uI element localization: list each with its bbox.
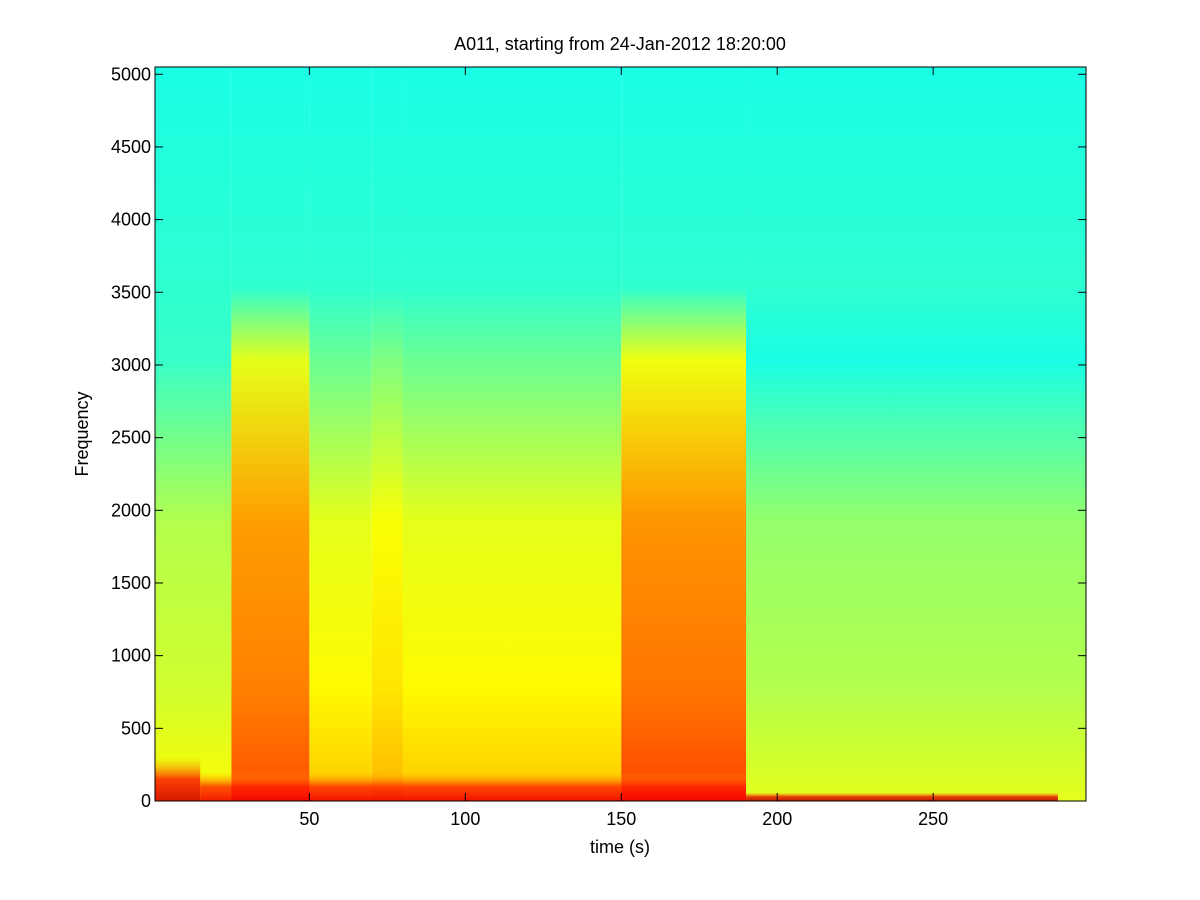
x-axis-ticks: 50 100 150 200 250 bbox=[299, 67, 948, 829]
plot-area bbox=[155, 67, 1086, 801]
y-axis-ticks: 0 500 1000 1500 2000 2500 3000 3500 4000 4500 5000 bbox=[111, 64, 1086, 811]
spectrogram-band bbox=[309, 67, 372, 801]
y-tick-label: 3500 bbox=[111, 282, 151, 302]
y-tick-label: 4500 bbox=[111, 137, 151, 157]
x-tick-label: 100 bbox=[450, 809, 480, 829]
spectrogram-band bbox=[155, 67, 232, 801]
spectrogram-band bbox=[621, 67, 747, 801]
y-tick-label: 2000 bbox=[111, 500, 151, 520]
spectrogram-band bbox=[402, 67, 622, 801]
low-frequency-energy-region bbox=[200, 771, 747, 801]
y-tick-label: 1000 bbox=[111, 646, 151, 666]
x-tick-label: 150 bbox=[606, 809, 636, 829]
spectrogram-band bbox=[746, 67, 1086, 801]
y-tick-label: 4000 bbox=[111, 210, 151, 230]
y-tick-label: 5000 bbox=[111, 64, 151, 84]
low-frequency-energy-region bbox=[155, 757, 201, 801]
x-tick-label: 250 bbox=[918, 809, 948, 829]
x-tick-label: 200 bbox=[762, 809, 792, 829]
axes-box bbox=[154, 66, 1087, 802]
low-frequency-energy-region bbox=[746, 792, 1058, 801]
y-tick-label: 1500 bbox=[111, 573, 151, 593]
chart-title: A011, starting from 24-Jan-2012 18:20:00 bbox=[454, 34, 786, 54]
y-tick-label: 2500 bbox=[111, 428, 151, 448]
x-tick-label: 50 bbox=[299, 809, 319, 829]
y-tick-label: 500 bbox=[121, 718, 151, 738]
spectrogram-band bbox=[371, 67, 403, 801]
x-axis-label: time (s) bbox=[590, 837, 650, 857]
y-axis-label: Frequency bbox=[72, 391, 92, 476]
y-tick-label: 0 bbox=[141, 791, 151, 811]
spectrogram-band bbox=[231, 67, 310, 801]
y-tick-label: 3000 bbox=[111, 355, 151, 375]
